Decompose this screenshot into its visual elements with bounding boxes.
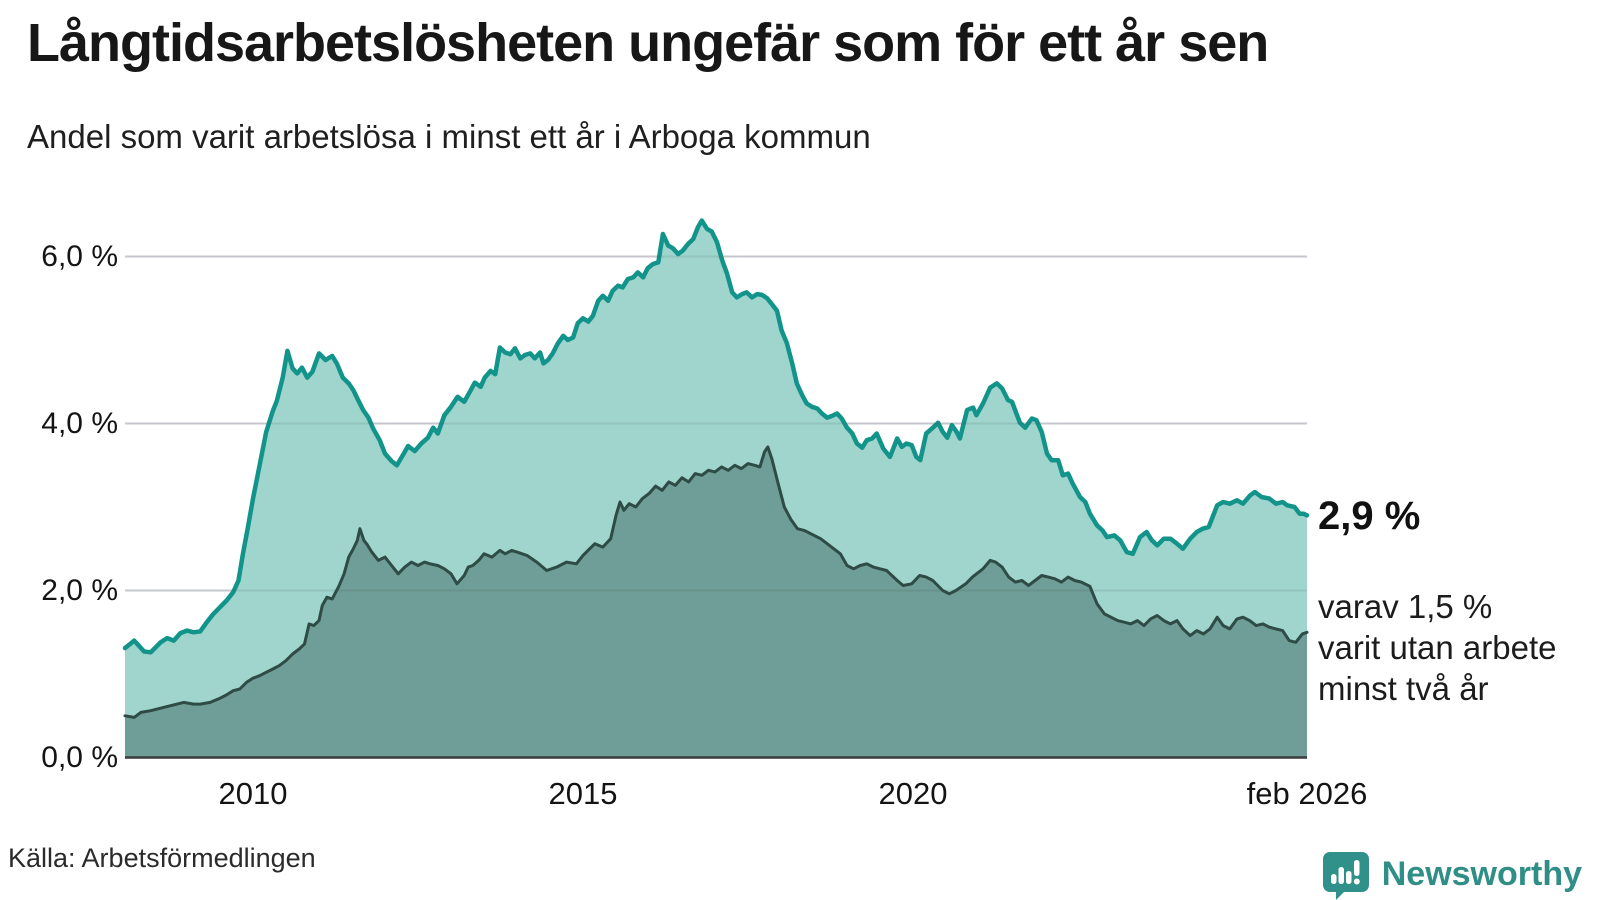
page-subtitle: Andel som varit arbetslösa i minst ett å…	[27, 118, 871, 155]
newsworthy-wordmark: Newsworthy	[1381, 854, 1582, 893]
y-tick-label: 6,0 %	[41, 239, 118, 273]
series-area-minst-tva-ar	[125, 446, 1307, 758]
newsworthy-brand: Newsworthy	[1320, 848, 1582, 900]
page-title: Långtidsarbetslösheten ungefär som för e…	[27, 13, 1269, 73]
x-tick-label: feb 2026	[1246, 776, 1368, 811]
latest-value-detail: varav 1,5 % varit utan arbete minst två …	[1318, 588, 1557, 707]
x-tick-label: 2010	[218, 776, 288, 811]
series-line-minst-ett-ar	[122, 218, 1310, 655]
y-tick-label: 4,0 %	[41, 406, 118, 440]
y-tick-label: 2,0 %	[41, 573, 118, 607]
newsworthy-logo-icon	[1322, 852, 1369, 900]
series-line-minst-tva-ar	[123, 445, 1309, 719]
latest-value-label: 2,9 %	[1318, 494, 1421, 538]
y-tick-label: 0,0 %	[41, 740, 118, 774]
x-tick-label: 2020	[878, 776, 948, 811]
x-tick-label: 2015	[548, 776, 618, 811]
source-note: Källa: Arbetsförmedlingen	[8, 843, 316, 873]
